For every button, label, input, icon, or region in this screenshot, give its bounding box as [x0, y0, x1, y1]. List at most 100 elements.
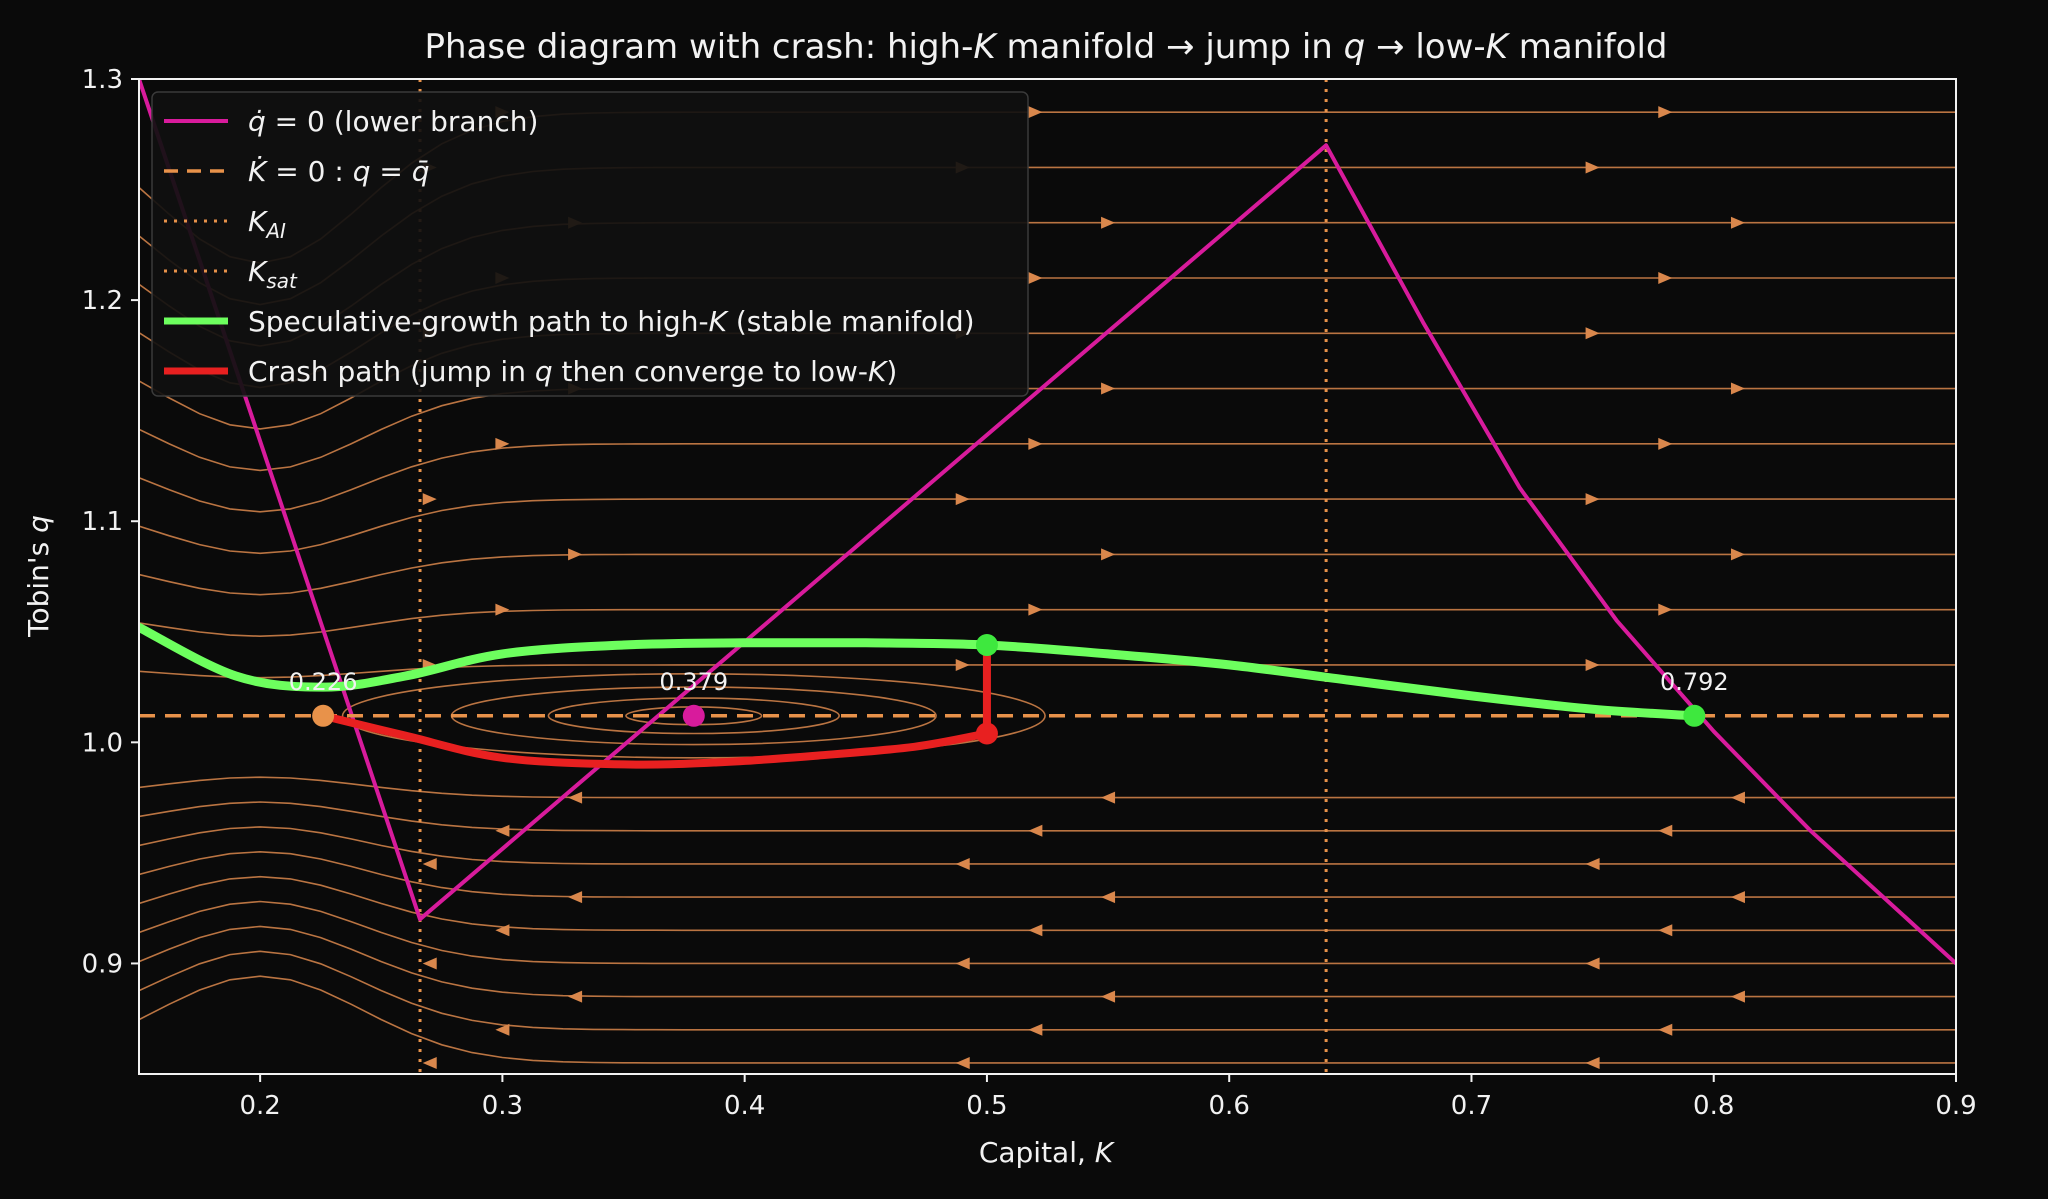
streamline-arrow [1658, 272, 1673, 284]
y-tick-label: 1.2 [82, 286, 123, 316]
streamline-arrow [1730, 216, 1745, 229]
x-tick-label: 0.2 [239, 1091, 280, 1121]
streamline-arrow [1585, 957, 1600, 970]
y-tick-label: 1.3 [82, 65, 123, 95]
x-tick-label: 0.3 [482, 1091, 523, 1121]
streamline [139, 801, 1956, 832]
streamline-arrow [955, 658, 970, 671]
x-tick-label: 0.9 [1935, 1091, 1976, 1121]
streamline-arrow [1585, 658, 1600, 671]
streamline [139, 900, 1956, 965]
equilibrium-point [1683, 704, 1706, 727]
streamline [139, 875, 1956, 932]
streamline-arrow [1658, 437, 1673, 450]
streamline-arrow [1585, 161, 1600, 174]
y-tick-label: 0.9 [82, 949, 123, 979]
streamline [139, 443, 1956, 513]
x-axis-ticks: 0.2 0.3 0.4 0.5 0.6 0.7 0.8 0.9 [239, 1074, 1977, 1121]
plot-frame [138, 78, 1957, 1075]
legend-label: Ksat [248, 255, 298, 293]
streamline-arrow [1101, 791, 1116, 804]
x-tick-label: 0.4 [724, 1091, 765, 1121]
streamline-arrow [1101, 891, 1116, 904]
streamline-arrow [495, 924, 510, 937]
streamline [139, 387, 1956, 472]
streamline-arrow [955, 493, 970, 506]
equilibrium-points: 0.226 0.379 0.792 [289, 634, 1729, 745]
streamline [139, 950, 1956, 1031]
x-axis-label: Capital, K [979, 1136, 1116, 1169]
streamline-arrow [1658, 1023, 1673, 1036]
streamline-arrow [1730, 990, 1745, 1003]
spiral-orbit [341, 672, 1046, 759]
streamline-arrow [568, 791, 583, 804]
chart-title: Phase diagram with crash: high-K manifol… [424, 27, 1667, 67]
streamline-arrow [1658, 106, 1673, 119]
x-tick-label: 0.5 [966, 1091, 1007, 1121]
streamline-arrow [1028, 272, 1043, 284]
series-layer [139, 79, 1956, 966]
streamline-arrow [1730, 382, 1745, 395]
legend-label: KAI [248, 205, 286, 243]
streamline-arrow [1028, 106, 1043, 119]
streamline-arrow [568, 548, 583, 561]
series-crash-path [319, 641, 991, 769]
y-tick-label: 1.0 [82, 728, 123, 758]
streamline-arrow [1028, 1023, 1043, 1036]
streamline-arrow [955, 1056, 970, 1069]
legend-box [151, 91, 1029, 397]
streamline-arrow [955, 957, 970, 970]
streamline-arrow [1028, 603, 1043, 616]
x-tick-label: 0.8 [1693, 1091, 1734, 1121]
legend-label: q̇ = 0 (lower branch) [248, 105, 538, 138]
streamline-arrow [568, 891, 583, 904]
streamline-arrow [495, 603, 510, 616]
streamline-arrow [422, 957, 437, 970]
streamline-arrow [1658, 824, 1673, 837]
series-speculative-path [139, 622, 1699, 721]
streamline-arrow [422, 857, 437, 870]
legend-label: Crash path (jump in q then converge to l… [248, 355, 897, 388]
streamline-arrow [1730, 891, 1745, 904]
y-tick-label: 1.1 [82, 507, 123, 537]
streamline-arrow [568, 990, 583, 1003]
streamline-arrow [1028, 437, 1043, 450]
equilibrium-point [682, 704, 705, 727]
streamline-arrow [1658, 924, 1673, 937]
x-tick-label: 0.7 [1451, 1091, 1492, 1121]
point-label: 0.226 [289, 668, 358, 696]
streamline [139, 925, 1956, 998]
x-tick-label: 0.6 [1209, 1091, 1250, 1121]
streamline [139, 608, 1956, 638]
streamline-arrow [422, 1056, 437, 1069]
equilibrium-point [975, 634, 998, 657]
streamline-arrow [1101, 382, 1116, 395]
series-qdot-zero [139, 79, 1956, 966]
point-label: 0.379 [659, 668, 728, 696]
equilibrium-point [975, 722, 998, 745]
streamline [139, 850, 1956, 898]
legend-label: K̇ = 0 : q = q̄ [248, 155, 430, 188]
streamline [139, 826, 1956, 865]
equilibrium-point [312, 704, 335, 727]
streamline [139, 776, 1956, 799]
streamline-arrow [1585, 493, 1600, 506]
streamline-arrow [1585, 857, 1600, 870]
streamline-arrow [495, 1023, 510, 1036]
streamline-arrow [1585, 327, 1600, 340]
streamline-arrow [1658, 603, 1673, 616]
streamline-arrow [955, 857, 970, 870]
legend: q̇ = 0 (lower branch) K̇ = 0 : q = q̄ KAI K… [151, 91, 1029, 397]
streamline-arrow [1101, 990, 1116, 1003]
streamline [139, 553, 1956, 596]
streamline-arrow [1585, 1056, 1600, 1069]
streamline-arrow [1028, 824, 1043, 837]
y-axis-ticks: 0.9 1.0 1.1 1.2 1.3 [82, 65, 139, 979]
streamline-arrow [1730, 791, 1745, 804]
point-label: 0.792 [1660, 668, 1729, 696]
spiral-orbit [547, 697, 840, 735]
streamline [139, 975, 1956, 1064]
streamline [139, 498, 1956, 555]
streamline-arrow [1101, 548, 1116, 561]
streamline-arrow [422, 493, 437, 506]
